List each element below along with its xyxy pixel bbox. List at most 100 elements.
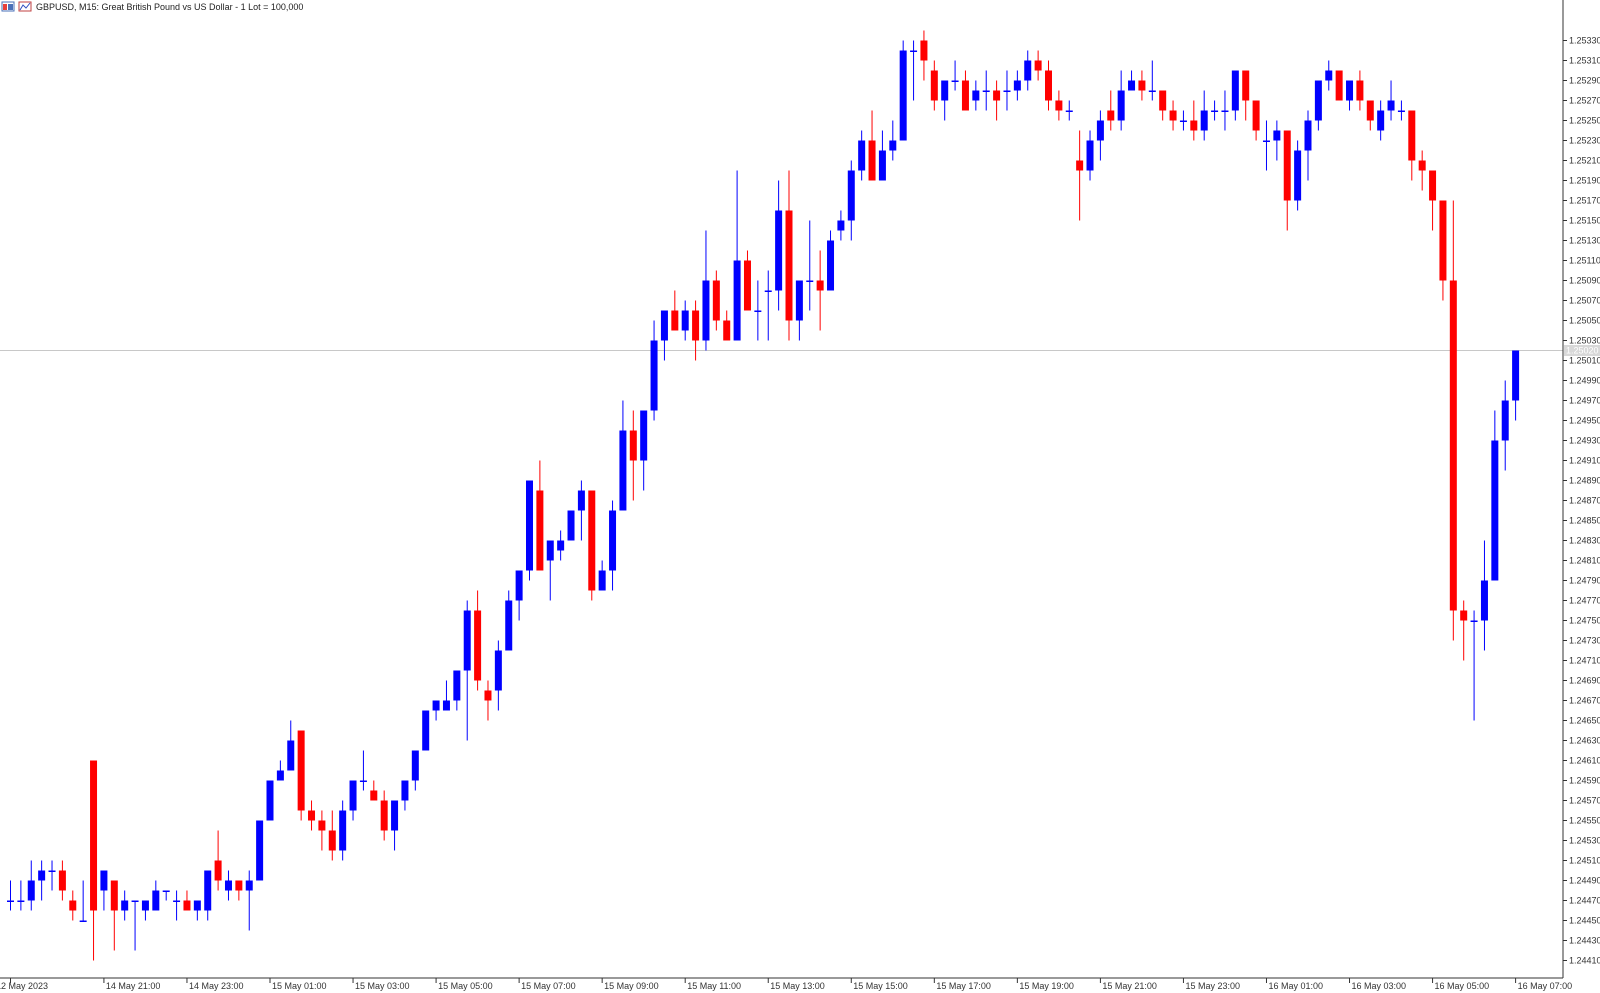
candle-body bbox=[889, 140, 897, 151]
candle-bear bbox=[110, 880, 118, 951]
candle-body bbox=[391, 800, 399, 831]
candles bbox=[7, 30, 1520, 961]
candle-body bbox=[1366, 100, 1374, 121]
candle-bear bbox=[1408, 110, 1416, 181]
candle-body bbox=[515, 570, 523, 601]
candle-bull bbox=[827, 230, 835, 291]
candle-body bbox=[1086, 140, 1094, 171]
candle-bull bbox=[1512, 350, 1520, 421]
candle-bull bbox=[567, 510, 575, 541]
candle-bull bbox=[754, 280, 762, 341]
candle-bull bbox=[660, 310, 668, 361]
candle-body bbox=[588, 490, 596, 591]
candle-body bbox=[505, 600, 513, 651]
candle-bull bbox=[640, 410, 648, 491]
candle-body bbox=[1169, 110, 1177, 121]
candle-body bbox=[692, 310, 700, 341]
candle-body bbox=[1117, 90, 1125, 121]
candle-body bbox=[58, 870, 66, 891]
candle-body bbox=[1397, 110, 1405, 112]
price-tick-label: 1.25230 bbox=[1569, 136, 1600, 146]
price-tick-label: 1.25090 bbox=[1569, 276, 1600, 286]
candle-bear bbox=[1190, 100, 1198, 141]
candle-bear bbox=[69, 890, 77, 921]
price-tick-label: 1.25310 bbox=[1569, 56, 1600, 66]
time-tick-label: 16 May 07:00 bbox=[1518, 981, 1573, 991]
chart-icon bbox=[18, 1, 32, 12]
candle-body bbox=[1439, 200, 1447, 281]
price-tick-label: 1.24450 bbox=[1569, 916, 1600, 926]
candle-body bbox=[204, 870, 212, 911]
candle-body bbox=[318, 820, 326, 831]
candle-bull bbox=[951, 60, 959, 91]
candle-bull bbox=[266, 780, 274, 821]
candle-body bbox=[723, 320, 731, 341]
candle-bull bbox=[899, 40, 907, 141]
candle-body bbox=[1065, 110, 1073, 112]
candle-body bbox=[837, 220, 845, 231]
candle-bull bbox=[619, 400, 627, 511]
candle-body bbox=[1470, 620, 1478, 622]
price-tick-label: 1.25290 bbox=[1569, 76, 1600, 86]
candle-bull bbox=[100, 870, 108, 911]
price-tick-label: 1.25070 bbox=[1569, 296, 1600, 306]
price-axis[interactable]: 1.25330 1.25310 1.25290 1.25270 1.25250 1.252… bbox=[1563, 36, 1600, 966]
candle-bear bbox=[370, 780, 378, 801]
time-tick-label: 15 May 17:00 bbox=[936, 981, 991, 991]
candle-body bbox=[816, 280, 824, 291]
price-tick-label: 1.25010 bbox=[1569, 356, 1600, 366]
time-axis[interactable]: 12 May 2023 14 May 21:00 14 May 23:00 15 Ma… bbox=[0, 978, 1572, 991]
candle-bull bbox=[204, 870, 212, 921]
candle-body bbox=[152, 890, 160, 911]
candle-body bbox=[1024, 60, 1032, 81]
candle-body bbox=[1346, 80, 1354, 101]
candle-body bbox=[1429, 170, 1437, 201]
candle-bear bbox=[214, 830, 222, 891]
candle-bull bbox=[442, 680, 450, 711]
candle-bull bbox=[359, 750, 367, 791]
candle-bull bbox=[1221, 90, 1229, 131]
candle-bull bbox=[1387, 80, 1395, 121]
price-tick-label: 1.24670 bbox=[1569, 696, 1600, 706]
price-tick-label: 1.24590 bbox=[1569, 776, 1600, 786]
candle-body bbox=[609, 510, 617, 571]
candle-body bbox=[1242, 70, 1250, 101]
candle-bear bbox=[1138, 70, 1146, 101]
time-tick-label: 15 May 11:00 bbox=[687, 981, 741, 991]
candle-bear bbox=[868, 110, 876, 181]
time-tick-label: 15 May 03:00 bbox=[355, 981, 410, 991]
candle-body bbox=[1387, 100, 1395, 111]
window-icon bbox=[1, 1, 15, 12]
price-tick-label: 1.24910 bbox=[1569, 456, 1600, 466]
candle-bear bbox=[1429, 170, 1437, 231]
price-tick-label: 1.24870 bbox=[1569, 496, 1600, 506]
candle-body bbox=[17, 900, 25, 902]
candle-body bbox=[878, 150, 886, 181]
price-tick-label: 1.25270 bbox=[1569, 96, 1600, 106]
price-tick-label: 1.25190 bbox=[1569, 176, 1600, 186]
time-tick-label: 16 May 05:00 bbox=[1435, 981, 1490, 991]
candle-body bbox=[650, 340, 658, 411]
candle-bull bbox=[79, 880, 87, 922]
candle-bull bbox=[910, 40, 918, 101]
candle-body bbox=[1076, 160, 1084, 171]
candle-body bbox=[131, 900, 139, 902]
candle-body bbox=[401, 780, 409, 801]
candle-bull bbox=[889, 120, 897, 161]
price-tick-label: 1.24410 bbox=[1569, 956, 1600, 966]
candle-bear bbox=[318, 810, 326, 851]
candle-bull bbox=[1179, 110, 1187, 131]
candle-bear bbox=[920, 30, 928, 81]
candle-bull bbox=[795, 280, 803, 341]
price-tick-label: 1.24750 bbox=[1569, 616, 1600, 626]
candle-body bbox=[785, 210, 793, 321]
candle-body bbox=[681, 310, 689, 331]
candle-body bbox=[743, 260, 751, 311]
candle-body bbox=[546, 540, 554, 561]
candle-body bbox=[1211, 110, 1219, 112]
candle-bear bbox=[816, 250, 824, 331]
candle-body bbox=[577, 490, 585, 511]
candle-bull bbox=[577, 480, 585, 541]
time-tick-label: 15 May 07:00 bbox=[521, 981, 576, 991]
